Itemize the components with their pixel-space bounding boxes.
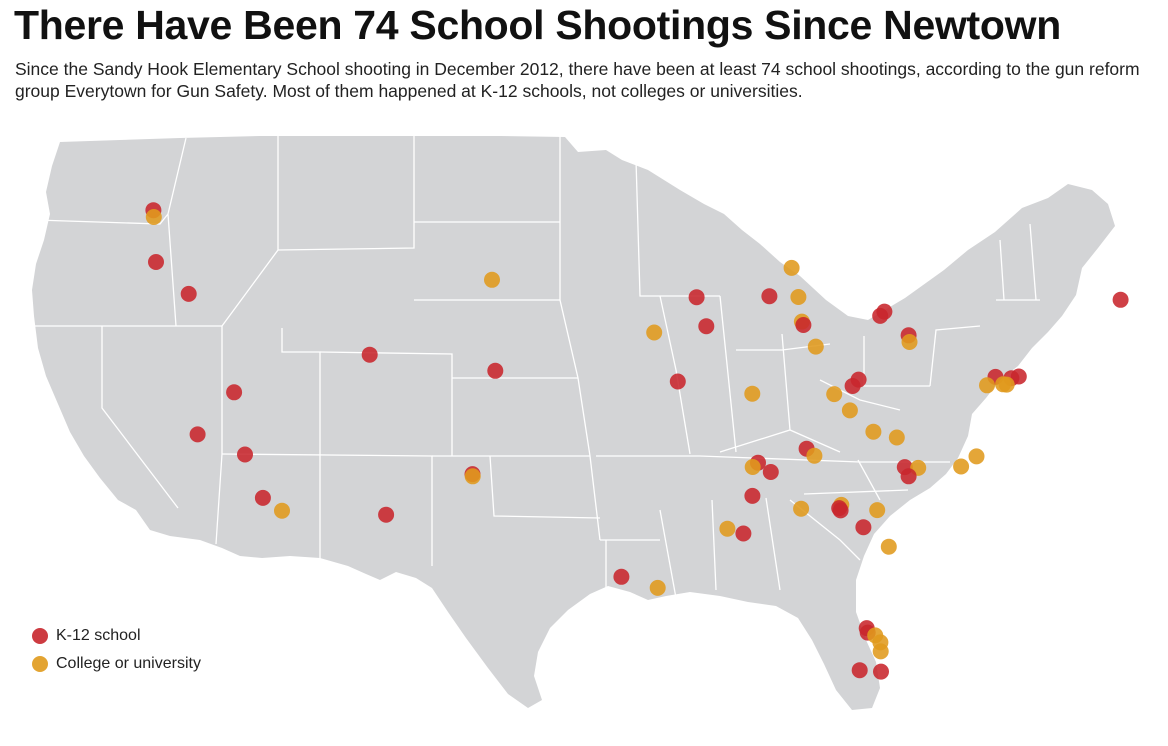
k12-shooting-marker	[851, 662, 868, 679]
k12-shooting-marker	[148, 254, 164, 270]
k12-shooting-marker	[876, 303, 893, 320]
college-shooting-marker	[274, 502, 290, 519]
k12-shooting-marker	[900, 468, 917, 485]
college-shooting-marker	[888, 429, 905, 446]
college-shooting-marker	[806, 447, 823, 464]
college-shooting-marker	[646, 324, 663, 341]
marker-layer	[145, 202, 1129, 680]
k12-shooting-marker	[850, 371, 867, 388]
legend: K-12 school College or university	[32, 622, 201, 678]
k12-shooting-marker	[361, 346, 378, 363]
college-shooting-marker	[979, 377, 995, 394]
k12-shooting-marker	[189, 426, 206, 443]
k12-shooting-marker	[832, 502, 849, 519]
college-shooting-marker	[783, 259, 800, 276]
k12-shooting-marker	[744, 487, 761, 504]
k12-shooting-marker	[855, 519, 872, 536]
k12-shooting-marker	[378, 506, 395, 523]
k12-shooting-marker	[761, 288, 778, 305]
k12-shooting-marker	[1010, 368, 1027, 385]
college-shooting-marker	[953, 458, 970, 475]
college-shooting-marker	[872, 643, 889, 660]
college-shooting-marker	[719, 520, 736, 537]
college-shooting-marker	[790, 289, 807, 305]
college-shooting-marker	[145, 209, 162, 225]
college-shooting-marker	[998, 376, 1015, 393]
college-shooting-marker	[464, 468, 481, 485]
k12-shooting-marker	[1112, 291, 1129, 308]
state-borders	[32, 136, 1040, 599]
k12-shooting-marker	[237, 446, 253, 463]
k12-shooting-marker	[487, 362, 504, 379]
college-shooting-marker	[807, 338, 824, 355]
college-marker-swatch	[32, 656, 48, 672]
college-shooting-marker	[649, 579, 666, 596]
k12-shooting-marker	[698, 318, 715, 335]
k12-shooting-marker	[226, 384, 243, 401]
k12-shooting-marker	[669, 373, 686, 390]
college-shooting-marker	[793, 500, 810, 517]
k12-shooting-marker	[873, 663, 889, 680]
college-shooting-marker	[841, 402, 858, 419]
college-shooting-marker	[901, 334, 918, 350]
k12-shooting-marker	[254, 489, 271, 506]
legend-label-k12: K-12 school	[56, 627, 141, 644]
college-shooting-marker	[744, 385, 761, 402]
k12-marker-swatch	[32, 628, 48, 644]
k12-shooting-marker	[688, 289, 705, 306]
college-shooting-marker	[744, 459, 761, 475]
k12-shooting-marker	[735, 525, 752, 542]
legend-item-k12: K-12 school	[32, 622, 201, 650]
college-shooting-marker	[484, 271, 500, 288]
college-shooting-marker	[880, 538, 897, 555]
college-shooting-marker	[826, 386, 843, 403]
page-title: There Have Been 74 School Shootings Sinc…	[14, 2, 1061, 48]
college-shooting-marker	[869, 502, 886, 519]
k12-shooting-marker	[613, 568, 630, 585]
k12-shooting-marker	[795, 317, 812, 333]
k12-shooting-marker	[180, 285, 197, 302]
college-shooting-marker	[865, 423, 882, 440]
legend-label-college: College or university	[56, 655, 201, 672]
college-shooting-marker	[968, 448, 985, 465]
k12-shooting-marker	[762, 464, 779, 480]
page-subtitle: Since the Sandy Hook Elementary School s…	[15, 59, 1140, 101]
legend-item-college: College or university	[32, 650, 201, 678]
us-landmass	[32, 136, 1115, 710]
